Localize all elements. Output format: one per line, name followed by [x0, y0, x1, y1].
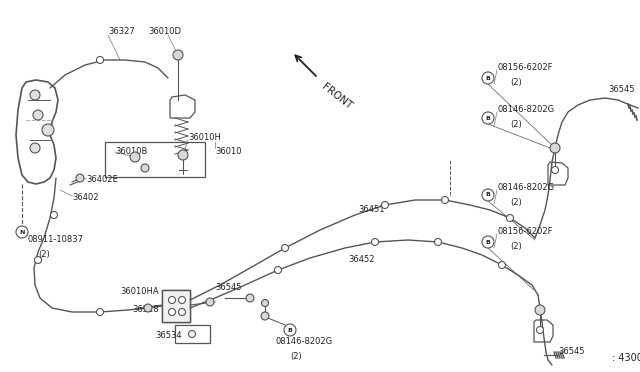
- Text: (2): (2): [510, 241, 522, 250]
- Text: 36451: 36451: [358, 205, 385, 215]
- Circle shape: [482, 72, 494, 84]
- Circle shape: [35, 257, 42, 263]
- Circle shape: [506, 215, 513, 221]
- Circle shape: [282, 244, 289, 251]
- Circle shape: [76, 174, 84, 182]
- Text: 08156-6202F: 08156-6202F: [497, 64, 552, 73]
- Circle shape: [275, 266, 282, 273]
- Text: 08146-8202G: 08146-8202G: [275, 337, 332, 346]
- Circle shape: [189, 330, 195, 337]
- Text: 08146-8202G: 08146-8202G: [497, 183, 554, 192]
- Text: B: B: [486, 240, 490, 244]
- Text: B: B: [287, 327, 292, 333]
- Text: 36545: 36545: [608, 86, 634, 94]
- Bar: [162, 290, 190, 322]
- Text: 36545: 36545: [558, 347, 584, 356]
- Text: 36010: 36010: [215, 148, 241, 157]
- Circle shape: [552, 167, 559, 173]
- Text: 36402E: 36402E: [86, 176, 118, 185]
- Circle shape: [130, 152, 140, 162]
- Text: B: B: [486, 192, 490, 198]
- Text: 36402: 36402: [72, 193, 99, 202]
- Circle shape: [499, 262, 506, 269]
- Circle shape: [435, 238, 442, 246]
- Text: B: B: [486, 76, 490, 80]
- Text: (2): (2): [510, 119, 522, 128]
- Text: 36327: 36327: [108, 28, 135, 36]
- Circle shape: [144, 304, 152, 312]
- Circle shape: [51, 212, 58, 218]
- Circle shape: [381, 202, 388, 208]
- Circle shape: [30, 90, 40, 100]
- Bar: [105, 142, 205, 177]
- Text: (2): (2): [510, 77, 522, 87]
- Text: 36518: 36518: [132, 305, 159, 314]
- Circle shape: [33, 110, 43, 120]
- Circle shape: [178, 150, 188, 160]
- Text: FRONT: FRONT: [320, 82, 354, 112]
- Circle shape: [371, 238, 378, 246]
- Text: : 43000: : 43000: [612, 353, 640, 363]
- Text: 36010D: 36010D: [148, 28, 181, 36]
- Text: 08146-8202G: 08146-8202G: [497, 106, 554, 115]
- Circle shape: [206, 298, 214, 306]
- Text: B: B: [486, 115, 490, 121]
- Circle shape: [97, 57, 104, 64]
- Circle shape: [550, 143, 560, 153]
- Circle shape: [261, 312, 269, 320]
- Circle shape: [442, 196, 449, 203]
- Circle shape: [42, 124, 54, 136]
- Circle shape: [535, 305, 545, 315]
- Circle shape: [284, 324, 296, 336]
- Text: 36545: 36545: [215, 283, 241, 292]
- Text: (2): (2): [290, 352, 301, 360]
- Text: (2): (2): [510, 198, 522, 206]
- Text: N: N: [19, 230, 25, 234]
- Circle shape: [262, 299, 269, 307]
- Circle shape: [482, 112, 494, 124]
- Text: 08156-6202F: 08156-6202F: [497, 228, 552, 237]
- Text: 36010HA: 36010HA: [120, 288, 159, 296]
- Circle shape: [179, 308, 186, 315]
- Text: 36452: 36452: [348, 256, 374, 264]
- Text: 08911-10837: 08911-10837: [28, 235, 84, 244]
- Circle shape: [168, 296, 175, 304]
- Bar: [175, 325, 210, 343]
- Text: 36010H: 36010H: [188, 134, 221, 142]
- Circle shape: [97, 308, 104, 315]
- Circle shape: [179, 296, 186, 304]
- Circle shape: [141, 164, 149, 172]
- Circle shape: [173, 50, 183, 60]
- Text: 36534: 36534: [155, 330, 182, 340]
- Bar: [162, 290, 190, 322]
- Circle shape: [168, 308, 175, 315]
- Circle shape: [30, 143, 40, 153]
- Circle shape: [482, 236, 494, 248]
- Circle shape: [16, 226, 28, 238]
- Circle shape: [536, 327, 543, 334]
- Text: 36010B: 36010B: [115, 148, 147, 157]
- Circle shape: [246, 294, 254, 302]
- Circle shape: [482, 189, 494, 201]
- Text: (2): (2): [38, 250, 50, 260]
